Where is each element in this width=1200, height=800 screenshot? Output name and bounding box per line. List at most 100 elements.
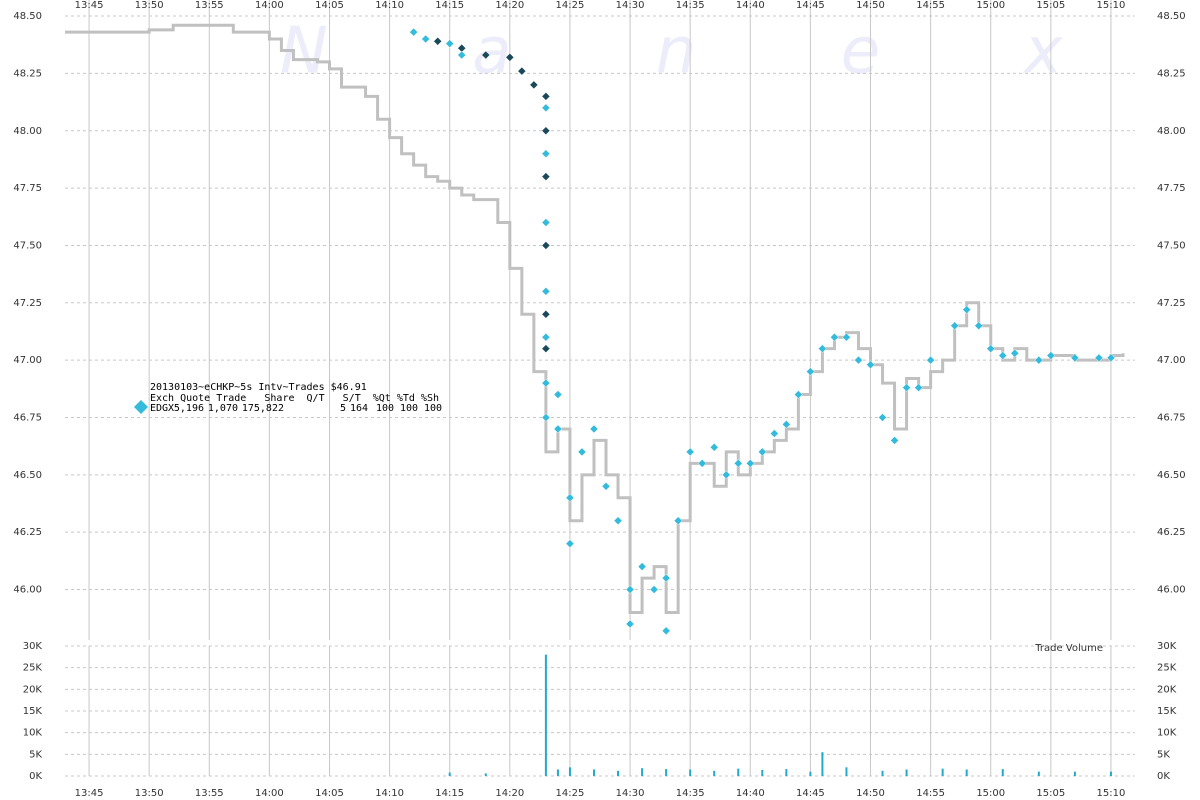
volume-bar <box>941 768 944 776</box>
trade-marker <box>806 367 815 376</box>
legend-swatch <box>134 400 148 414</box>
y-tick-label: 46.75 <box>1157 412 1186 423</box>
x-tick-label: 14:50 <box>856 0 885 11</box>
y-tick-label: 47.75 <box>1157 183 1186 194</box>
volume-bar <box>665 769 668 776</box>
y-tick-label: 30K <box>1157 641 1177 652</box>
trade-marker <box>601 481 611 491</box>
x-tick-label: 14:15 <box>435 0 464 11</box>
y-tick-label: 47.25 <box>1157 298 1186 309</box>
trade-marker <box>433 36 443 46</box>
trade-marker <box>1070 353 1080 363</box>
volume-bar <box>544 654 547 776</box>
volume-bar <box>641 768 644 776</box>
volume-bar <box>689 769 692 776</box>
y-tick-label: 47.50 <box>13 240 42 251</box>
trade-marker <box>541 309 551 319</box>
trade-marker <box>589 424 599 434</box>
trade-marker <box>926 355 935 365</box>
x-tick-label: 15:05 <box>1036 0 1065 11</box>
trade-marker <box>625 619 635 629</box>
y-tick-label: 25K <box>23 663 43 674</box>
volume-bar <box>845 767 848 776</box>
y-tick-label: 46.50 <box>1157 470 1186 481</box>
trade-marker <box>745 459 755 468</box>
trade-marker <box>445 39 455 48</box>
legend-value: 100 <box>400 403 418 414</box>
y-tick-label: 48.00 <box>13 126 42 137</box>
volume-bar <box>592 769 595 776</box>
volume-bar <box>556 769 559 776</box>
x-tick-label: 15:05 <box>1036 788 1065 799</box>
trade-marker <box>541 413 551 422</box>
trade-marker <box>757 447 767 457</box>
trade-marker <box>541 332 551 342</box>
trade-marker <box>529 80 539 90</box>
trade-marker <box>541 103 551 113</box>
x-tick-label: 13:45 <box>75 0 104 11</box>
y-tick-label: 47.25 <box>13 298 42 309</box>
y-tick-label: 47.75 <box>13 183 42 194</box>
trade-marker <box>565 493 575 503</box>
trade-marker <box>830 332 839 342</box>
trade-marker <box>541 344 551 354</box>
volume-bar <box>761 769 764 776</box>
x-tick-label: 14:35 <box>676 788 705 799</box>
trade-marker <box>409 27 419 37</box>
volume-bar <box>737 768 740 776</box>
volume-bar <box>809 771 812 776</box>
x-tick-label: 14:05 <box>315 0 344 11</box>
y-tick-label: 5K <box>29 749 42 760</box>
trade-marker <box>709 442 719 452</box>
y-tick-label: 30K <box>23 641 43 652</box>
legend-label: EDGX <box>150 403 174 414</box>
x-tick-label: 14:55 <box>916 0 945 11</box>
volume-bar <box>484 773 487 776</box>
trade-marker <box>950 321 960 331</box>
x-tick-label: 15:00 <box>976 788 1005 799</box>
trade-marker <box>457 50 467 60</box>
trade-marker <box>721 470 731 480</box>
y-tick-label: 47.00 <box>13 355 42 366</box>
y-tick-label: 0K <box>1157 771 1170 782</box>
x-tick-label: 14:55 <box>916 788 945 799</box>
trade-marker <box>986 344 996 354</box>
trade-marker <box>794 390 803 399</box>
trade-marker <box>565 539 575 549</box>
trade-marker <box>818 344 827 354</box>
trade-marker <box>541 286 551 296</box>
x-tick-label: 14:00 <box>255 0 284 11</box>
trade-marker <box>685 447 695 457</box>
legend-value: 1,070 <box>208 403 238 414</box>
trade-marker <box>878 413 887 422</box>
legend-value: 5 <box>340 403 346 414</box>
trade-marker <box>481 50 491 60</box>
trade-marker <box>517 66 527 76</box>
trade-marker <box>541 241 551 250</box>
trade-marker <box>733 459 743 468</box>
trade-marker <box>974 321 984 331</box>
volume-bar <box>617 770 620 776</box>
legend-title: 20130103~eCHKP~5s Intv~Trades $46.91 <box>150 382 367 393</box>
y-tick-label: 46.00 <box>13 585 42 596</box>
trade-marker <box>1094 353 1104 363</box>
x-tick-label: 14:00 <box>255 788 284 799</box>
y-tick-label: 15K <box>23 706 43 717</box>
trade-marker <box>661 573 671 583</box>
trade-marker <box>421 34 431 44</box>
trade-marker <box>1010 348 1020 358</box>
volume-bar <box>1037 771 1040 776</box>
trade-marker <box>625 585 635 594</box>
y-tick-label: 48.00 <box>1157 126 1186 137</box>
x-tick-label: 14:30 <box>616 0 645 11</box>
volume-bar <box>1001 769 1004 776</box>
trade-marker <box>1046 351 1056 360</box>
watermark: N a n e x <box>280 15 1124 89</box>
trade-marker <box>769 429 779 438</box>
x-tick-label: 14:35 <box>676 0 705 11</box>
volume-bar <box>821 752 824 776</box>
x-tick-label: 14:20 <box>495 788 524 799</box>
trade-marker <box>553 424 563 434</box>
trade-marker <box>661 626 671 636</box>
